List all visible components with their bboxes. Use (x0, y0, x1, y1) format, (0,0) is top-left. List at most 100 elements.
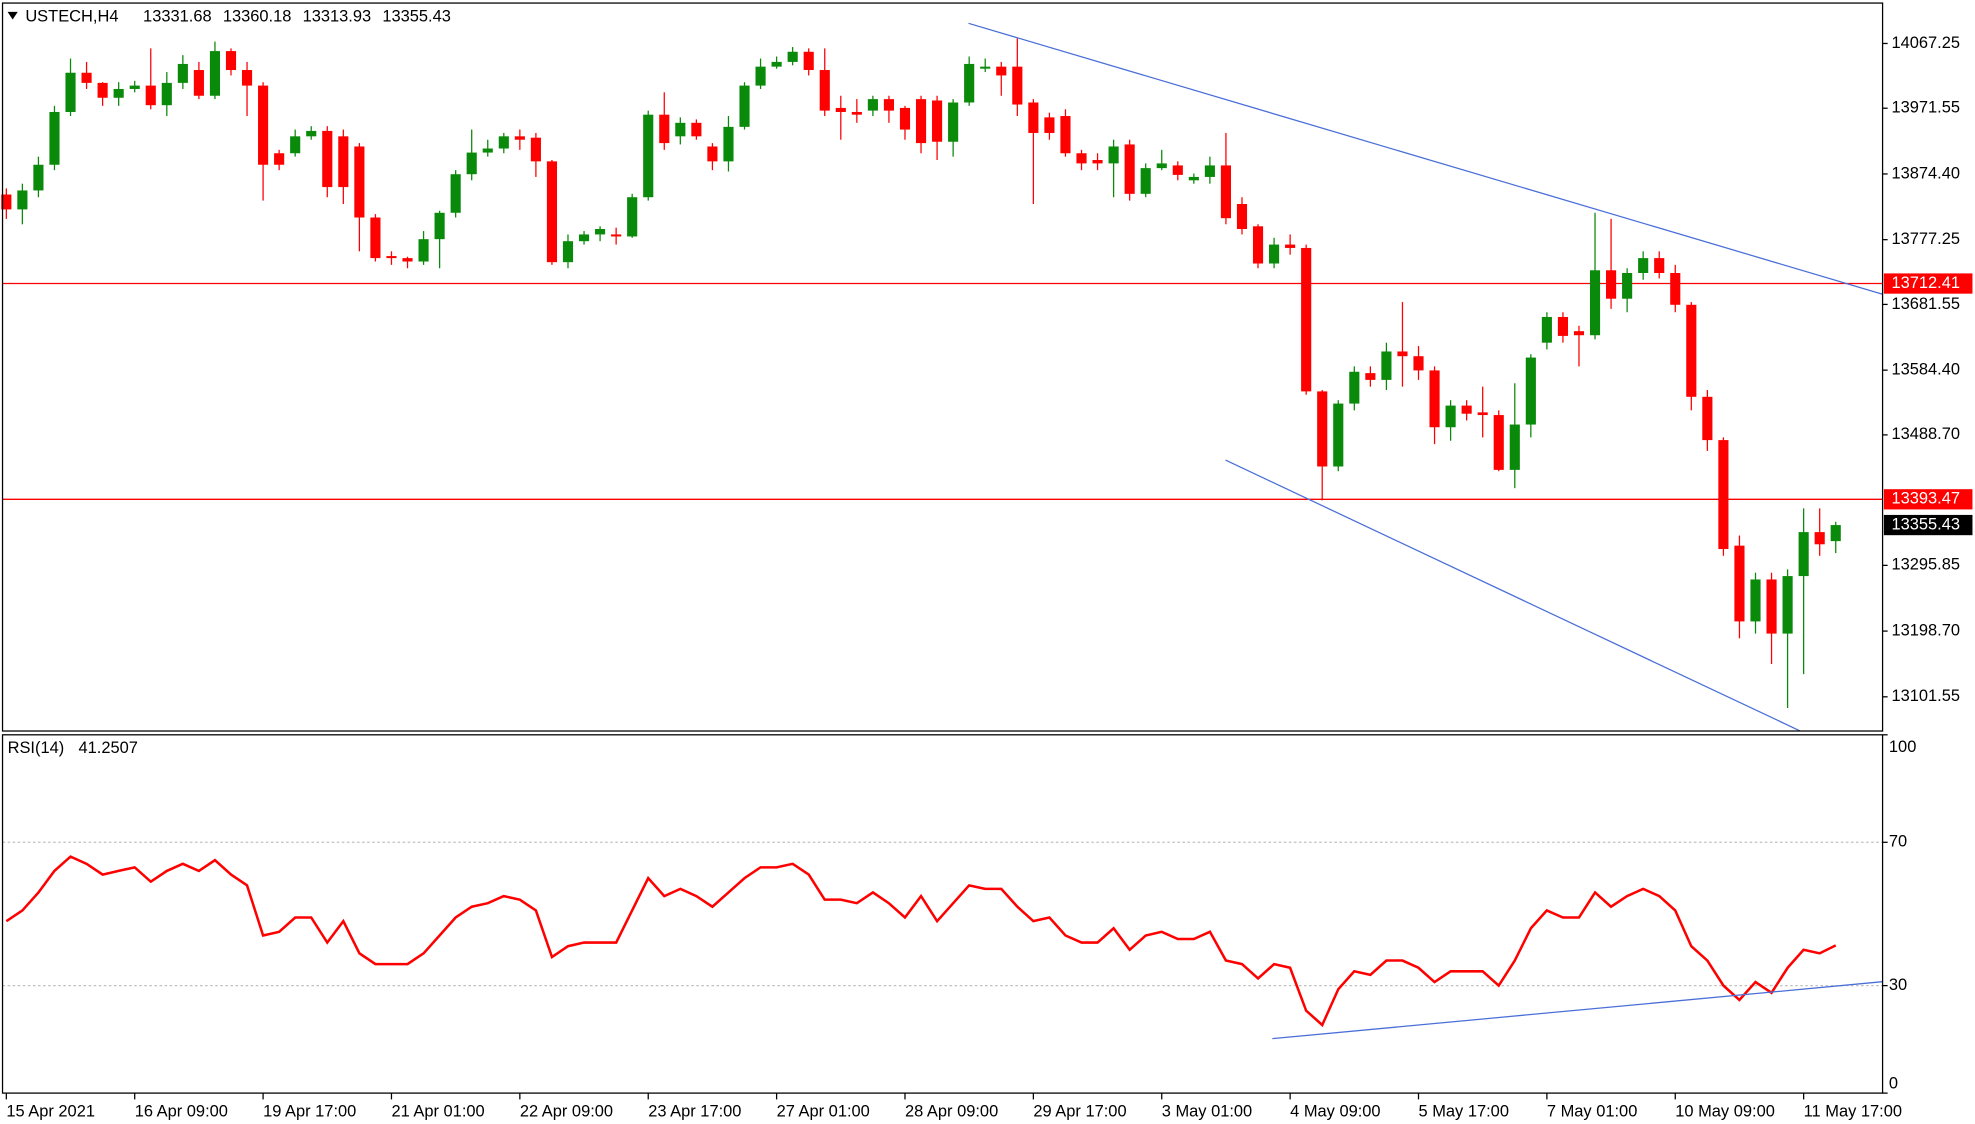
candle-body (81, 72, 92, 83)
candle-body (1028, 102, 1039, 133)
candle-body (466, 152, 477, 175)
candle-body (370, 217, 381, 259)
candle-body (611, 234, 622, 237)
candle-body (514, 136, 525, 140)
candle-body (915, 99, 927, 144)
candle-body (691, 122, 702, 137)
candle-body (1429, 370, 1440, 428)
y-tick-label: 13971.55 (1891, 99, 1960, 117)
candle-body (1172, 165, 1183, 175)
candle-body (1301, 247, 1312, 392)
rsi-last-value: 41.2507 (78, 739, 137, 757)
candle-body (225, 51, 237, 71)
candle-body (482, 148, 493, 153)
candle-body (1349, 371, 1360, 404)
trend-line (1272, 981, 1883, 1040)
candle-body (659, 114, 670, 144)
x-tick-label: 19 Apr 17:00 (263, 1102, 356, 1120)
candle-body (819, 70, 830, 111)
candle-body (274, 153, 285, 165)
candle-body (450, 174, 461, 213)
candle-body (1333, 403, 1344, 467)
candle-body (1076, 153, 1087, 164)
candle-body (1766, 579, 1777, 634)
candle-body (418, 239, 429, 262)
x-tick-label: 10 May 09:00 (1675, 1102, 1775, 1120)
x-tick-label: 16 Apr 09:00 (135, 1102, 228, 1120)
y-tick-label: 13874.40 (1891, 164, 1960, 182)
candle-body (980, 66, 991, 69)
price-panel (1, 38, 1883, 709)
x-tick-label: 29 Apr 17:00 (1033, 1102, 1126, 1120)
candle-body (1365, 373, 1376, 380)
symbol-title: USTECH,H4 (25, 7, 118, 25)
candle-body (129, 85, 140, 89)
candle-body (1156, 163, 1167, 169)
candle-body (1622, 272, 1633, 299)
candle-body (402, 258, 413, 262)
candle-body (1509, 424, 1520, 470)
candle-body (867, 99, 878, 111)
candle-body (1734, 545, 1745, 622)
header-low: 13313.93 (303, 7, 372, 25)
trend-line (968, 22, 1883, 295)
header-open: 13331.68 (143, 7, 212, 25)
candle-body (1317, 391, 1328, 467)
candle-body (1413, 356, 1424, 371)
candle-body (595, 229, 606, 235)
x-tick-label: 15 Apr 2021 (6, 1102, 95, 1120)
candle-body (851, 111, 862, 115)
price-panel-border (1, 2, 1884, 732)
candle-body (835, 107, 846, 112)
candle-body (322, 130, 333, 188)
x-tick-label: 7 May 01:00 (1547, 1102, 1637, 1120)
header-high: 13360.18 (223, 7, 292, 25)
candle-body (883, 99, 895, 111)
candle-body (1044, 117, 1055, 133)
candle-body (1830, 525, 1841, 542)
candle-body (771, 61, 782, 67)
candle-body (1493, 415, 1504, 470)
current-price-box (1883, 514, 1973, 536)
candle-body (258, 85, 269, 165)
price-line-label: 13712.41 (1891, 274, 1960, 292)
candle-body (1670, 272, 1681, 305)
x-tick-label: 28 Apr 09:00 (905, 1102, 998, 1120)
y-tick-label: 13681.55 (1891, 295, 1960, 313)
candle-body (434, 212, 445, 240)
x-tick-label: 27 Apr 01:00 (777, 1102, 870, 1120)
y-tick-label: 13584.40 (1891, 360, 1960, 378)
candle-body (338, 136, 349, 188)
candle-body (1188, 176, 1199, 181)
candle-body (49, 111, 60, 165)
rsi-tick-label: 70 (1889, 833, 1907, 851)
candle-body (1108, 146, 1119, 164)
menu-triangle[interactable] (7, 11, 18, 20)
candle-body (97, 82, 108, 98)
candle-body (1140, 168, 1151, 194)
candle-body (145, 85, 156, 106)
trend-lines (968, 22, 1883, 1040)
candle-body (1541, 316, 1552, 343)
candle-body (627, 197, 638, 237)
candle-body (562, 241, 574, 263)
rsi-line (5, 855, 1837, 1028)
rsi-panel (2, 841, 1883, 1028)
candle-body (899, 107, 911, 130)
candle-body (161, 82, 172, 106)
candle-body (1718, 440, 1729, 550)
y-tick-label: 14067.25 (1891, 34, 1960, 52)
x-tick-label: 5 May 17:00 (1419, 1102, 1509, 1120)
candle-body (65, 72, 76, 112)
candle-body (1525, 357, 1536, 425)
y-tick-label: 13488.70 (1891, 425, 1960, 443)
y-tick-label: 13101.55 (1891, 687, 1960, 705)
trend-line (1225, 459, 1801, 732)
candle-body (290, 136, 301, 154)
candle-body (675, 122, 686, 137)
rsi-tick-label: 100 (1889, 738, 1916, 756)
candle-body (17, 190, 28, 210)
